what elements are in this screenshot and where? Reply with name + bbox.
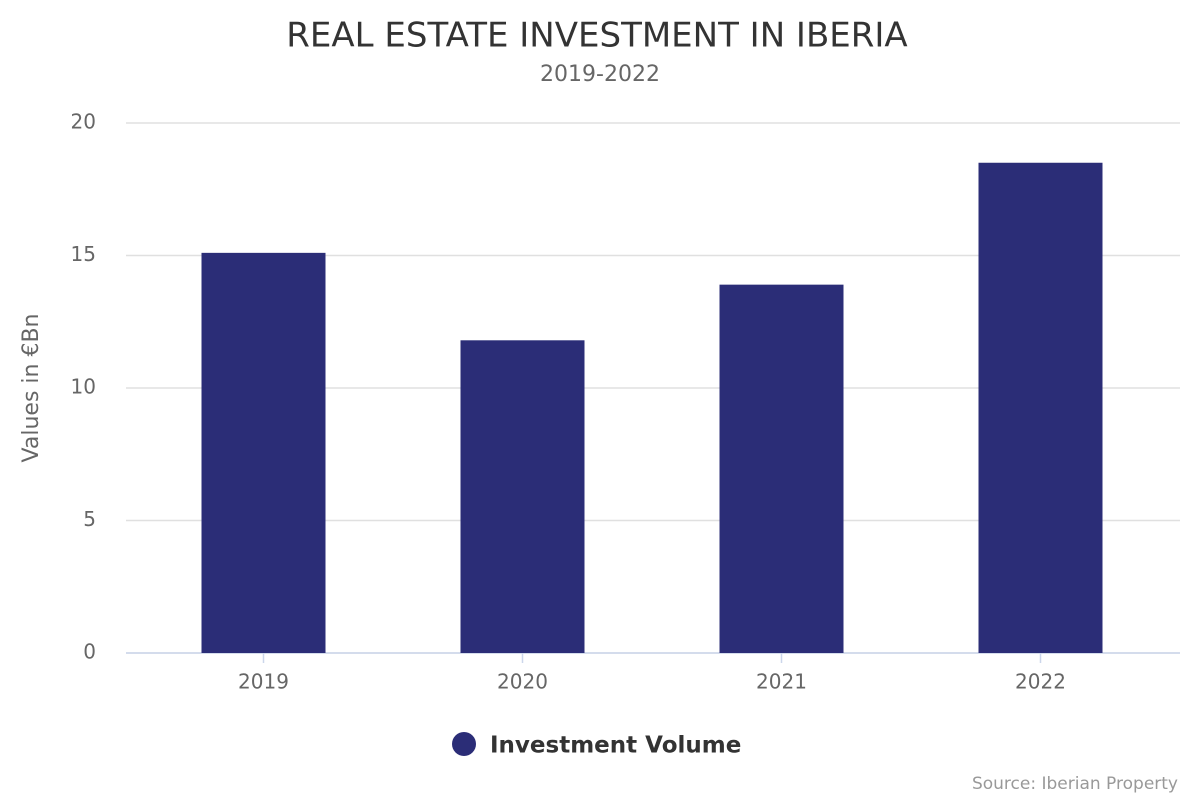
bar [719,284,844,653]
bar [978,162,1103,653]
y-tick-label: 15 [71,242,96,266]
x-tick-label: 2020 [497,670,548,694]
x-tick-label: 2019 [238,670,289,694]
y-tick-label: 10 [71,375,96,399]
y-tick-label: 20 [71,110,96,134]
bar [201,252,326,653]
y-tick-label: 0 [83,640,96,664]
source: Source: Iberian Property [972,774,1178,794]
x-tick-label: 2021 [756,670,807,694]
bar [460,340,585,653]
chart-title: REAL ESTATE INVESTMENT IN IBERIA [286,16,907,56]
legend-label: Investment Volume [490,733,741,759]
chart-subtitle: 2019-2022 [540,62,660,87]
x-tick-label: 2022 [1015,670,1066,694]
y-axis-title: Values in €Bn [19,314,44,463]
legend-marker [452,732,476,756]
y-tick-label: 5 [83,507,96,531]
